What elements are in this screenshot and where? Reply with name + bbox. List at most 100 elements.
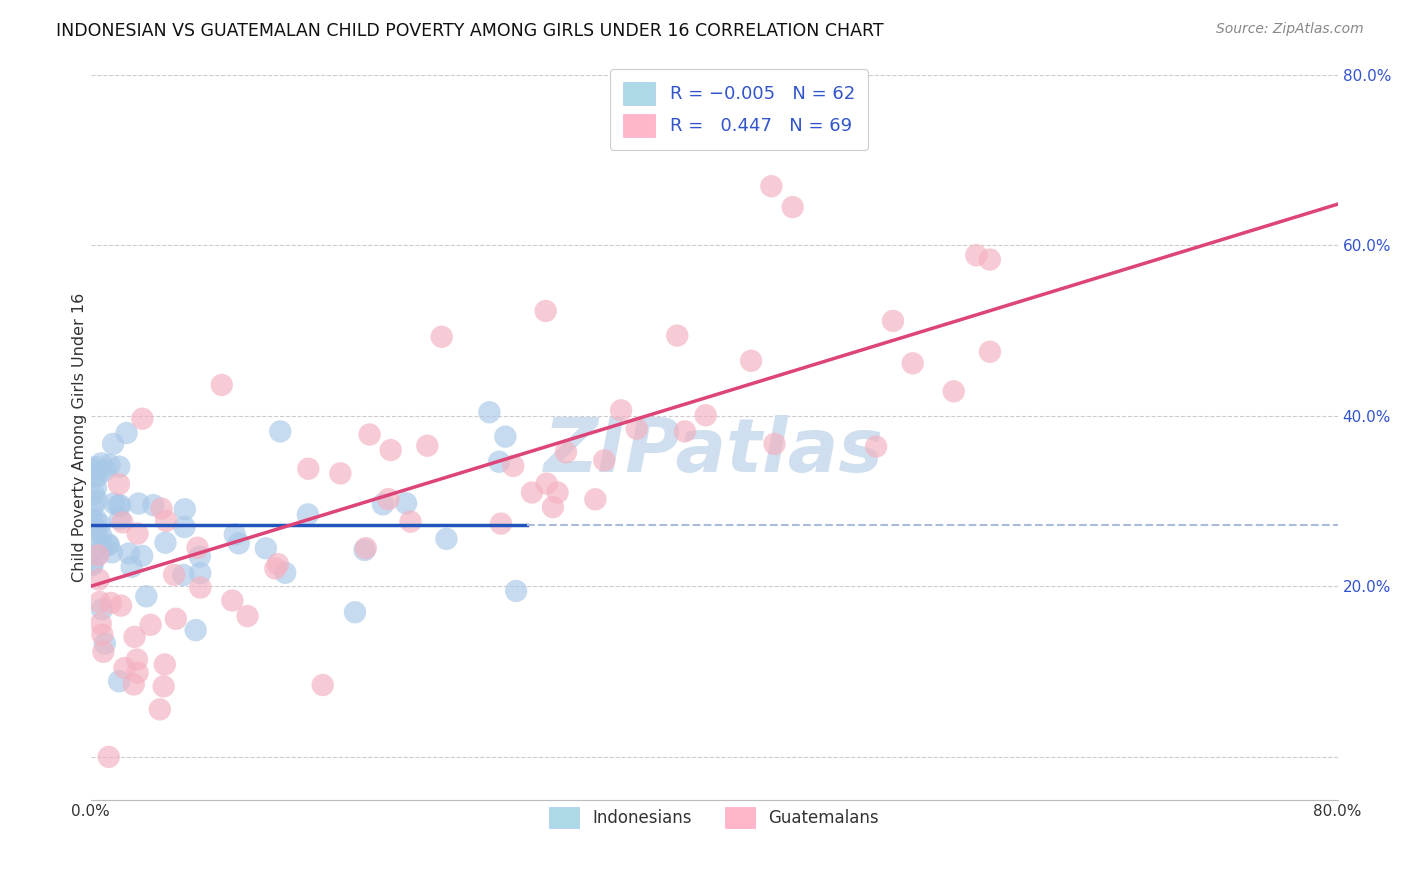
Point [83, 487, 105, 501]
Point [430, 330, 453, 344]
Point [115, 425, 138, 440]
Point [534, 304, 557, 318]
Point [416, 439, 439, 453]
Point [610, 403, 633, 417]
Point [502, 458, 524, 473]
Point [901, 356, 924, 370]
Point [494, 430, 516, 444]
Point [142, 498, 165, 512]
Point [666, 328, 689, 343]
Point [97, 537, 120, 551]
Point [489, 516, 512, 531]
Point [163, 567, 186, 582]
Point [108, 512, 131, 526]
Point [83, 469, 105, 483]
Point [488, 455, 510, 469]
Point [782, 200, 804, 214]
Point [740, 353, 762, 368]
Point [505, 583, 527, 598]
Point [380, 443, 402, 458]
Point [399, 515, 422, 529]
Point [87, 468, 110, 483]
Point [763, 437, 786, 451]
Point [82, 557, 104, 571]
Point [395, 496, 418, 510]
Point [108, 498, 131, 512]
Point [90, 602, 112, 616]
Point [118, 546, 141, 560]
Point [761, 179, 783, 194]
Point [110, 599, 132, 613]
Point [128, 497, 150, 511]
Point [155, 514, 177, 528]
Point [125, 652, 148, 666]
Point [86, 493, 108, 508]
Point [354, 541, 377, 555]
Point [695, 409, 717, 423]
Point [353, 543, 375, 558]
Point [186, 541, 208, 555]
Point [188, 549, 211, 564]
Point [97, 750, 120, 764]
Text: Source: ZipAtlas.com: Source: ZipAtlas.com [1216, 22, 1364, 37]
Point [131, 411, 153, 425]
Point [593, 453, 616, 467]
Point [343, 605, 366, 619]
Point [89, 517, 111, 532]
Point [673, 425, 696, 439]
Point [84, 460, 107, 475]
Point [173, 520, 195, 534]
Point [94, 463, 117, 477]
Point [139, 617, 162, 632]
Point [86, 531, 108, 545]
Point [172, 568, 194, 582]
Point [979, 252, 1001, 267]
Point [583, 492, 606, 507]
Point [236, 609, 259, 624]
Point [377, 492, 399, 507]
Point [91, 541, 114, 555]
Point [108, 674, 131, 689]
Point [108, 477, 131, 491]
Point [184, 623, 207, 637]
Point [436, 532, 458, 546]
Point [91, 627, 114, 641]
Point [84, 481, 107, 495]
Point [254, 541, 277, 556]
Point [107, 499, 129, 513]
Point [114, 661, 136, 675]
Point [155, 535, 177, 549]
Point [626, 422, 648, 436]
Point [152, 679, 174, 693]
Point [86, 513, 108, 527]
Point [100, 596, 122, 610]
Point [121, 559, 143, 574]
Point [124, 630, 146, 644]
Point [90, 529, 112, 543]
Point [965, 248, 987, 262]
Point [127, 665, 149, 680]
Point [135, 589, 157, 603]
Point [101, 437, 124, 451]
Point [555, 445, 578, 459]
Point [94, 636, 117, 650]
Point [82, 558, 104, 573]
Point [312, 678, 335, 692]
Text: ZIPatlas: ZIPatlas [544, 415, 884, 488]
Point [371, 497, 394, 511]
Point [297, 508, 319, 522]
Point [90, 456, 112, 470]
Point [269, 425, 291, 439]
Point [267, 557, 290, 571]
Point [547, 485, 569, 500]
Point [882, 314, 904, 328]
Point [221, 593, 243, 607]
Point [359, 427, 381, 442]
Point [153, 657, 176, 672]
Point [93, 645, 115, 659]
Point [98, 458, 121, 472]
Y-axis label: Child Poverty Among Girls Under 16: Child Poverty Among Girls Under 16 [72, 293, 87, 582]
Point [127, 526, 149, 541]
Point [82, 512, 104, 526]
Point [536, 476, 558, 491]
